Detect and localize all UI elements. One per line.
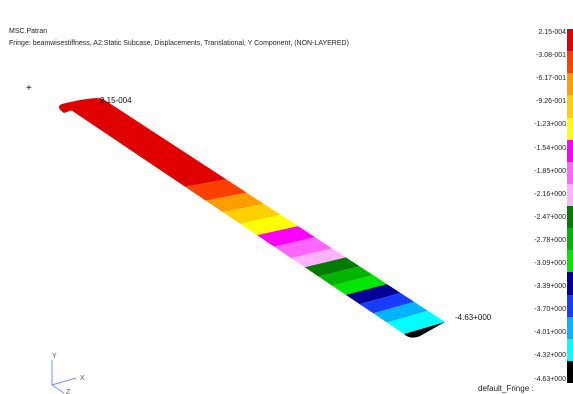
fringe-band — [62, 99, 227, 187]
z-axis-label: Z — [66, 389, 71, 394]
legend-swatch — [567, 51, 573, 74]
fringe-band — [222, 203, 281, 224]
fringe-band — [185, 179, 247, 201]
legend-value: -1.85+000 — [534, 167, 566, 175]
fringe-band — [318, 266, 374, 286]
legend-value: 2.15-004 — [538, 29, 566, 36]
min-value-label: -4.63+000 — [455, 313, 492, 322]
fringe-band — [359, 293, 415, 314]
legend-value: -1.54+000 — [534, 144, 566, 152]
legend-value: -4.32+000 — [534, 352, 566, 360]
fringe-band — [205, 192, 264, 213]
legend-swatch — [567, 360, 573, 383]
legend-value: -3.09+000 — [534, 260, 566, 267]
fringe-band — [239, 214, 298, 236]
legend-labels: 2.15-004 -3.08-001 -6.17-001 -9.26-001 -1.23… — [506, 0, 566, 394]
legend-swatch — [567, 139, 573, 162]
y-axis-label: Y — [52, 353, 57, 360]
beam-root-cap — [58, 98, 103, 113]
legend-swatch — [567, 206, 573, 229]
legend-swatch — [567, 272, 573, 295]
app-title: MSC.Patran — [9, 28, 48, 35]
legend-value: -4.01+000 — [534, 329, 566, 337]
legend-value: -4.63+000 — [534, 375, 566, 383]
axis-triad: Y X Z — [51, 353, 85, 394]
fringe-band — [291, 248, 346, 268]
legend-swatch — [567, 73, 573, 96]
fringe-band — [373, 301, 428, 323]
legend-value: -2.47+000 — [534, 213, 566, 221]
fringe-band — [386, 310, 445, 334]
legend-value: -3.39+000 — [534, 283, 566, 291]
x-axis-label: X — [80, 375, 85, 382]
z-axis-line — [51, 384, 65, 394]
fringe-title: Fringe: beamwisestiffness, A2:Static Sub… — [9, 40, 349, 47]
fringe-band — [274, 237, 333, 259]
legend-swatch — [567, 316, 573, 339]
legend-swatch — [567, 338, 573, 361]
color-legend-bar — [567, 29, 573, 383]
legend-swatch — [567, 29, 573, 52]
legend-swatch — [567, 95, 573, 118]
legend-value: -3.70+000 — [534, 306, 566, 314]
fringe-band — [304, 257, 360, 277]
fringe-band — [332, 275, 387, 295]
beam-tip-cap — [404, 320, 449, 338]
max-value-label: 2.15-004 — [100, 96, 132, 105]
legend-swatch — [567, 228, 573, 251]
legend-value: -6.17-001 — [536, 75, 566, 83]
legend-swatch — [567, 183, 573, 206]
fringe-band — [345, 284, 401, 305]
legend-value: -1.23+000 — [534, 121, 566, 129]
legend-swatch — [567, 294, 573, 317]
legend-swatch — [567, 250, 573, 273]
legend-value: -3.08-001 — [536, 52, 566, 60]
origin-marker: + — [26, 83, 32, 94]
beam-model — [58, 98, 449, 338]
legend-value: -2.16+000 — [534, 190, 566, 198]
legend-swatch — [567, 117, 573, 140]
legend-value: -9.26-001 — [536, 98, 566, 106]
legend-value: -2.78+000 — [534, 236, 566, 244]
legend-swatch — [567, 161, 573, 184]
fringe-band — [256, 226, 316, 247]
x-axis-line — [51, 377, 77, 386]
fringe-footer: default_Fringe : — [478, 384, 534, 393]
